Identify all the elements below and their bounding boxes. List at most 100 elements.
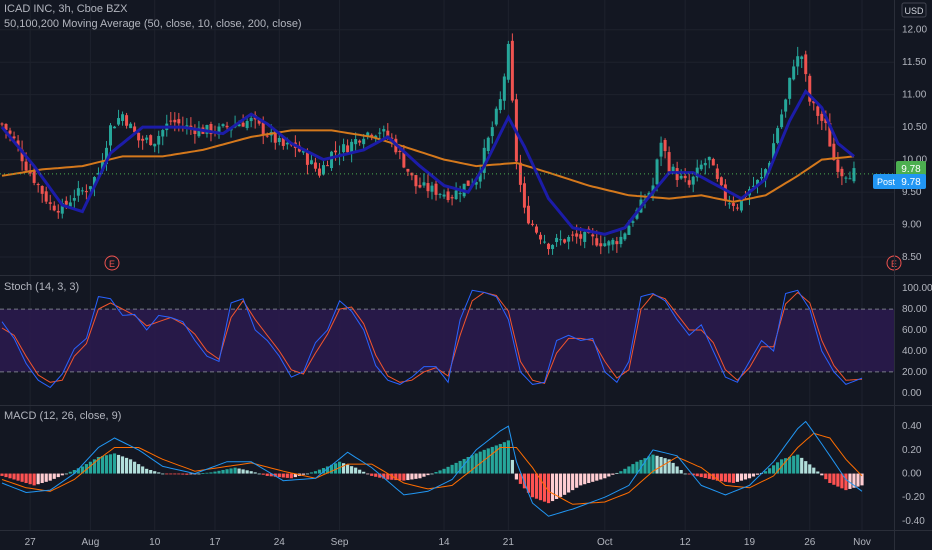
- macd-hist-bar: [201, 473, 205, 474]
- macd-hist-bar: [514, 473, 518, 480]
- earnings-marker-1[interactable]: E: [104, 255, 120, 271]
- macd-hist-bar: [378, 473, 382, 478]
- time-tick-label: 24: [274, 537, 286, 548]
- candle-body: [559, 239, 563, 241]
- macd-hist-bar: [229, 468, 233, 474]
- candle-body: [96, 173, 100, 175]
- macd-hist-bar: [177, 473, 181, 475]
- candle-body: [631, 221, 635, 223]
- macd-hist-bar: [679, 470, 683, 474]
- candle-body: [261, 122, 265, 135]
- candle-body: [406, 168, 410, 172]
- candle-body: [651, 185, 655, 194]
- macd-hist-bar: [462, 458, 466, 474]
- post-label: Post: [877, 177, 896, 187]
- price-axis[interactable]: 12.00 11.50 11.00 10.50 10.00 9.50 9.00 8.50: [902, 25, 927, 263]
- macd-hist-bar: [715, 473, 719, 481]
- macd-hist-bar: [145, 468, 149, 474]
- candle-body: [422, 182, 426, 186]
- macd-hist-bar: [390, 473, 394, 480]
- candle-body: [334, 150, 338, 153]
- candle-body: [257, 119, 261, 124]
- stoch-tick-label: 0.00: [902, 388, 922, 399]
- macd-hist-bar: [72, 470, 76, 474]
- macd-hist-bar: [635, 461, 639, 474]
- macd-hist-bar: [792, 455, 796, 474]
- candle-body: [72, 198, 76, 201]
- macd-hist-bar: [124, 457, 129, 474]
- stoch-d-line: [1, 291, 863, 385]
- macd-hist-bar: [181, 473, 185, 475]
- price-pane[interactable]: [0, 33, 894, 255]
- candle-body: [129, 123, 133, 129]
- macd-hist-bar: [153, 471, 157, 474]
- candle-body: [305, 151, 309, 165]
- macd-hist-bar: [454, 462, 458, 474]
- macd-hist-bar: [502, 442, 506, 474]
- candle-body: [603, 243, 607, 247]
- candle-body: [225, 125, 229, 128]
- macd-hist-bar: [92, 459, 97, 474]
- candle-body: [812, 100, 816, 104]
- macd-hist-bar: [530, 473, 535, 498]
- candle-body: [800, 56, 804, 60]
- candle-body: [478, 171, 482, 182]
- macd-hist-bar: [659, 456, 663, 474]
- macd-hist-bar: [820, 473, 824, 476]
- candle-body: [490, 127, 494, 137]
- macd-hist-bar: [149, 470, 153, 474]
- time-axis[interactable]: 27 Aug 10 17 24 Sep 14 21 Oct 12 19 26 Nov: [25, 537, 871, 548]
- candle-body: [571, 234, 575, 236]
- macd-hist-bar: [333, 463, 338, 474]
- macd-hist-bar: [667, 459, 671, 474]
- macd-hist-bar: [751, 473, 756, 477]
- macd-hist-bar: [494, 445, 498, 474]
- macd-axis[interactable]: 0.40 0.20 0.00 -0.20 -0.40: [902, 421, 925, 527]
- candle-body: [764, 169, 768, 179]
- macd-hist-bar: [587, 473, 591, 484]
- candle-body: [583, 231, 587, 242]
- macd-hist-bar: [575, 473, 579, 488]
- macd-hist-bar: [510, 459, 514, 474]
- candle-body: [68, 202, 72, 207]
- currency-button[interactable]: USD: [901, 2, 927, 18]
- candle-body: [454, 190, 458, 200]
- candle-body: [498, 99, 502, 111]
- candle-body: [623, 233, 627, 240]
- macd-hist-bar: [595, 473, 599, 481]
- candle-body: [44, 191, 48, 202]
- macd-hist-bar: [422, 473, 426, 477]
- macd-hist-bar: [771, 465, 776, 474]
- candle-body: [522, 183, 526, 208]
- macd-hist-bar: [40, 473, 44, 484]
- macd-hist-bar: [486, 448, 490, 474]
- macd-hist-bar: [800, 457, 804, 474]
- macd-hist-bar: [394, 473, 398, 481]
- candle-body: [378, 132, 382, 134]
- macd-pane[interactable]: [0, 420, 864, 517]
- macd-histogram: [0, 440, 864, 504]
- candle-body: [157, 135, 161, 145]
- time-tick-label: 17: [209, 537, 221, 548]
- gridlines: [0, 0, 894, 530]
- stoch-axis[interactable]: 100.00 80.00 60.00 40.00 20.00 0.00: [902, 283, 932, 399]
- candle-body: [169, 120, 173, 122]
- macd-hist-bar: [233, 467, 237, 474]
- macd-hist-bar: [76, 468, 80, 474]
- macd-hist-bar: [691, 473, 695, 476]
- macd-hist-bar: [120, 456, 125, 474]
- macd-hist-bar: [329, 464, 334, 474]
- macd-hist-bar: [157, 472, 161, 474]
- macd-hist-bar: [169, 473, 173, 475]
- time-tick-label: 21: [503, 537, 515, 548]
- ma-indicator-label: 50,100,200 Moving Average (50, close, 10…: [4, 18, 302, 30]
- candle-body: [607, 241, 611, 246]
- candle-body: [350, 141, 354, 154]
- stoch-pane[interactable]: [0, 289, 894, 389]
- macd-hist-bar: [414, 473, 418, 479]
- macd-hist-bar: [398, 473, 402, 481]
- macd-hist-bar: [285, 473, 289, 478]
- macd-hist-bar: [816, 471, 820, 474]
- candle-body: [265, 135, 269, 137]
